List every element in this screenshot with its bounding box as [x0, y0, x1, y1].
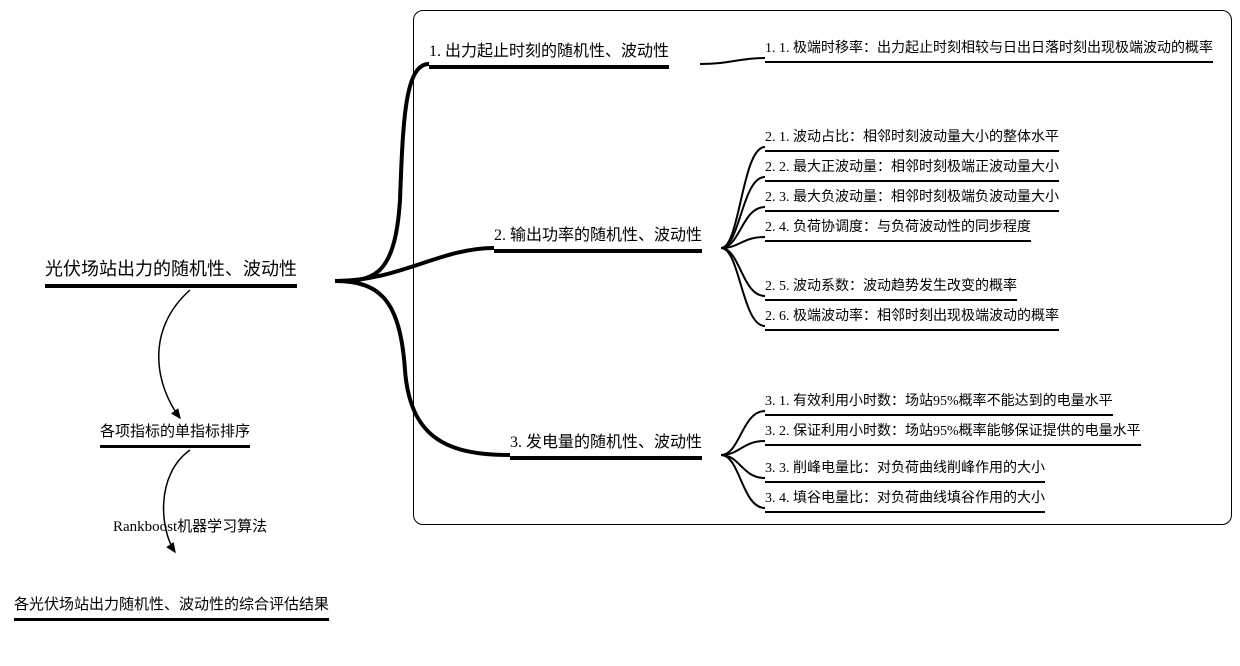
leaf-2-4-label: 2. 4. 负荷协调度：与负荷波动性的同步程度: [765, 220, 1031, 235]
leaf-2-2-label: 2. 2. 最大正波动量：相邻时刻极端正波动量大小: [765, 160, 1059, 175]
flow-algo-label: Rankboost机器学习算法: [113, 519, 267, 535]
leaf-3-1: 3. 1. 有效利用小时数：场站95%概率不能达到的电量水平: [765, 392, 1113, 416]
arrow-step1-step2: [164, 450, 190, 552]
leaf-2-2: 2. 2. 最大正波动量：相邻时刻极端正波动量大小: [765, 158, 1059, 182]
leaf-2-3-label: 2. 3. 最大负波动量：相邻时刻极端负波动量大小: [765, 190, 1059, 205]
flow-step2: 各光伏场站出力随机性、波动性的综合评估结果: [14, 595, 329, 621]
leaf-2-5: 2. 5. 波动系数：波动趋势发生改变的概率: [765, 277, 1017, 301]
leaf-3-3-label: 3. 3. 削峰电量比：对负荷曲线削峰作用的大小: [765, 461, 1045, 476]
leaf-3-4-label: 3. 4. 填谷电量比：对负荷曲线填谷作用的大小: [765, 491, 1045, 506]
leaf-2-6: 2. 6. 极端波动率：相邻时刻出现极端波动的概率: [765, 307, 1059, 331]
leaf-1-1-label: 1. 1. 极端时移率：出力起止时刻相较与日出日落时刻出现极端波动的概率: [765, 41, 1213, 56]
leaf-3-3: 3. 3. 削峰电量比：对负荷曲线削峰作用的大小: [765, 459, 1045, 483]
flow-step1-label: 各项指标的单指标排序: [100, 424, 250, 440]
leaf-3-1-label: 3. 1. 有效利用小时数：场站95%概率不能达到的电量水平: [765, 394, 1113, 409]
flow-algo: Rankboost机器学习算法: [113, 515, 267, 536]
branch-1-label: 1. 出力起止时刻的随机性、波动性: [429, 43, 669, 60]
leaf-2-6-label: 2. 6. 极端波动率：相邻时刻出现极端波动的概率: [765, 309, 1059, 324]
branch-3: 3. 发电量的随机性、波动性: [510, 432, 702, 460]
branch-2: 2. 输出功率的随机性、波动性: [494, 225, 702, 253]
root-node: 光伏场站出力的随机性、波动性: [45, 257, 297, 288]
flow-step2-label: 各光伏场站出力随机性、波动性的综合评估结果: [14, 597, 329, 613]
leaf-2-1: 2. 1. 波动占比：相邻时刻波动量大小的整体水平: [765, 128, 1059, 152]
leaf-2-1-label: 2. 1. 波动占比：相邻时刻波动量大小的整体水平: [765, 130, 1059, 145]
leaf-2-5-label: 2. 5. 波动系数：波动趋势发生改变的概率: [765, 279, 1017, 294]
leaf-3-2-label: 3. 2. 保证利用小时数：场站95%概率能够保证提供的电量水平: [765, 424, 1141, 439]
leaf-3-2: 3. 2. 保证利用小时数：场站95%概率能够保证提供的电量水平: [765, 422, 1141, 446]
leaf-3-4: 3. 4. 填谷电量比：对负荷曲线填谷作用的大小: [765, 489, 1045, 513]
arrow-root-step1: [159, 290, 190, 418]
branch-3-label: 3. 发电量的随机性、波动性: [510, 434, 702, 451]
leaf-2-4: 2. 4. 负荷协调度：与负荷波动性的同步程度: [765, 218, 1031, 242]
branch-2-label: 2. 输出功率的随机性、波动性: [494, 227, 702, 244]
leaf-1-1: 1. 1. 极端时移率：出力起止时刻相较与日出日落时刻出现极端波动的概率: [765, 39, 1213, 63]
flow-step1: 各项指标的单指标排序: [100, 422, 250, 448]
root-label: 光伏场站出力的随机性、波动性: [45, 259, 297, 279]
leaf-2-3: 2. 3. 最大负波动量：相邻时刻极端负波动量大小: [765, 188, 1059, 212]
branch-1: 1. 出力起止时刻的随机性、波动性: [429, 41, 669, 69]
